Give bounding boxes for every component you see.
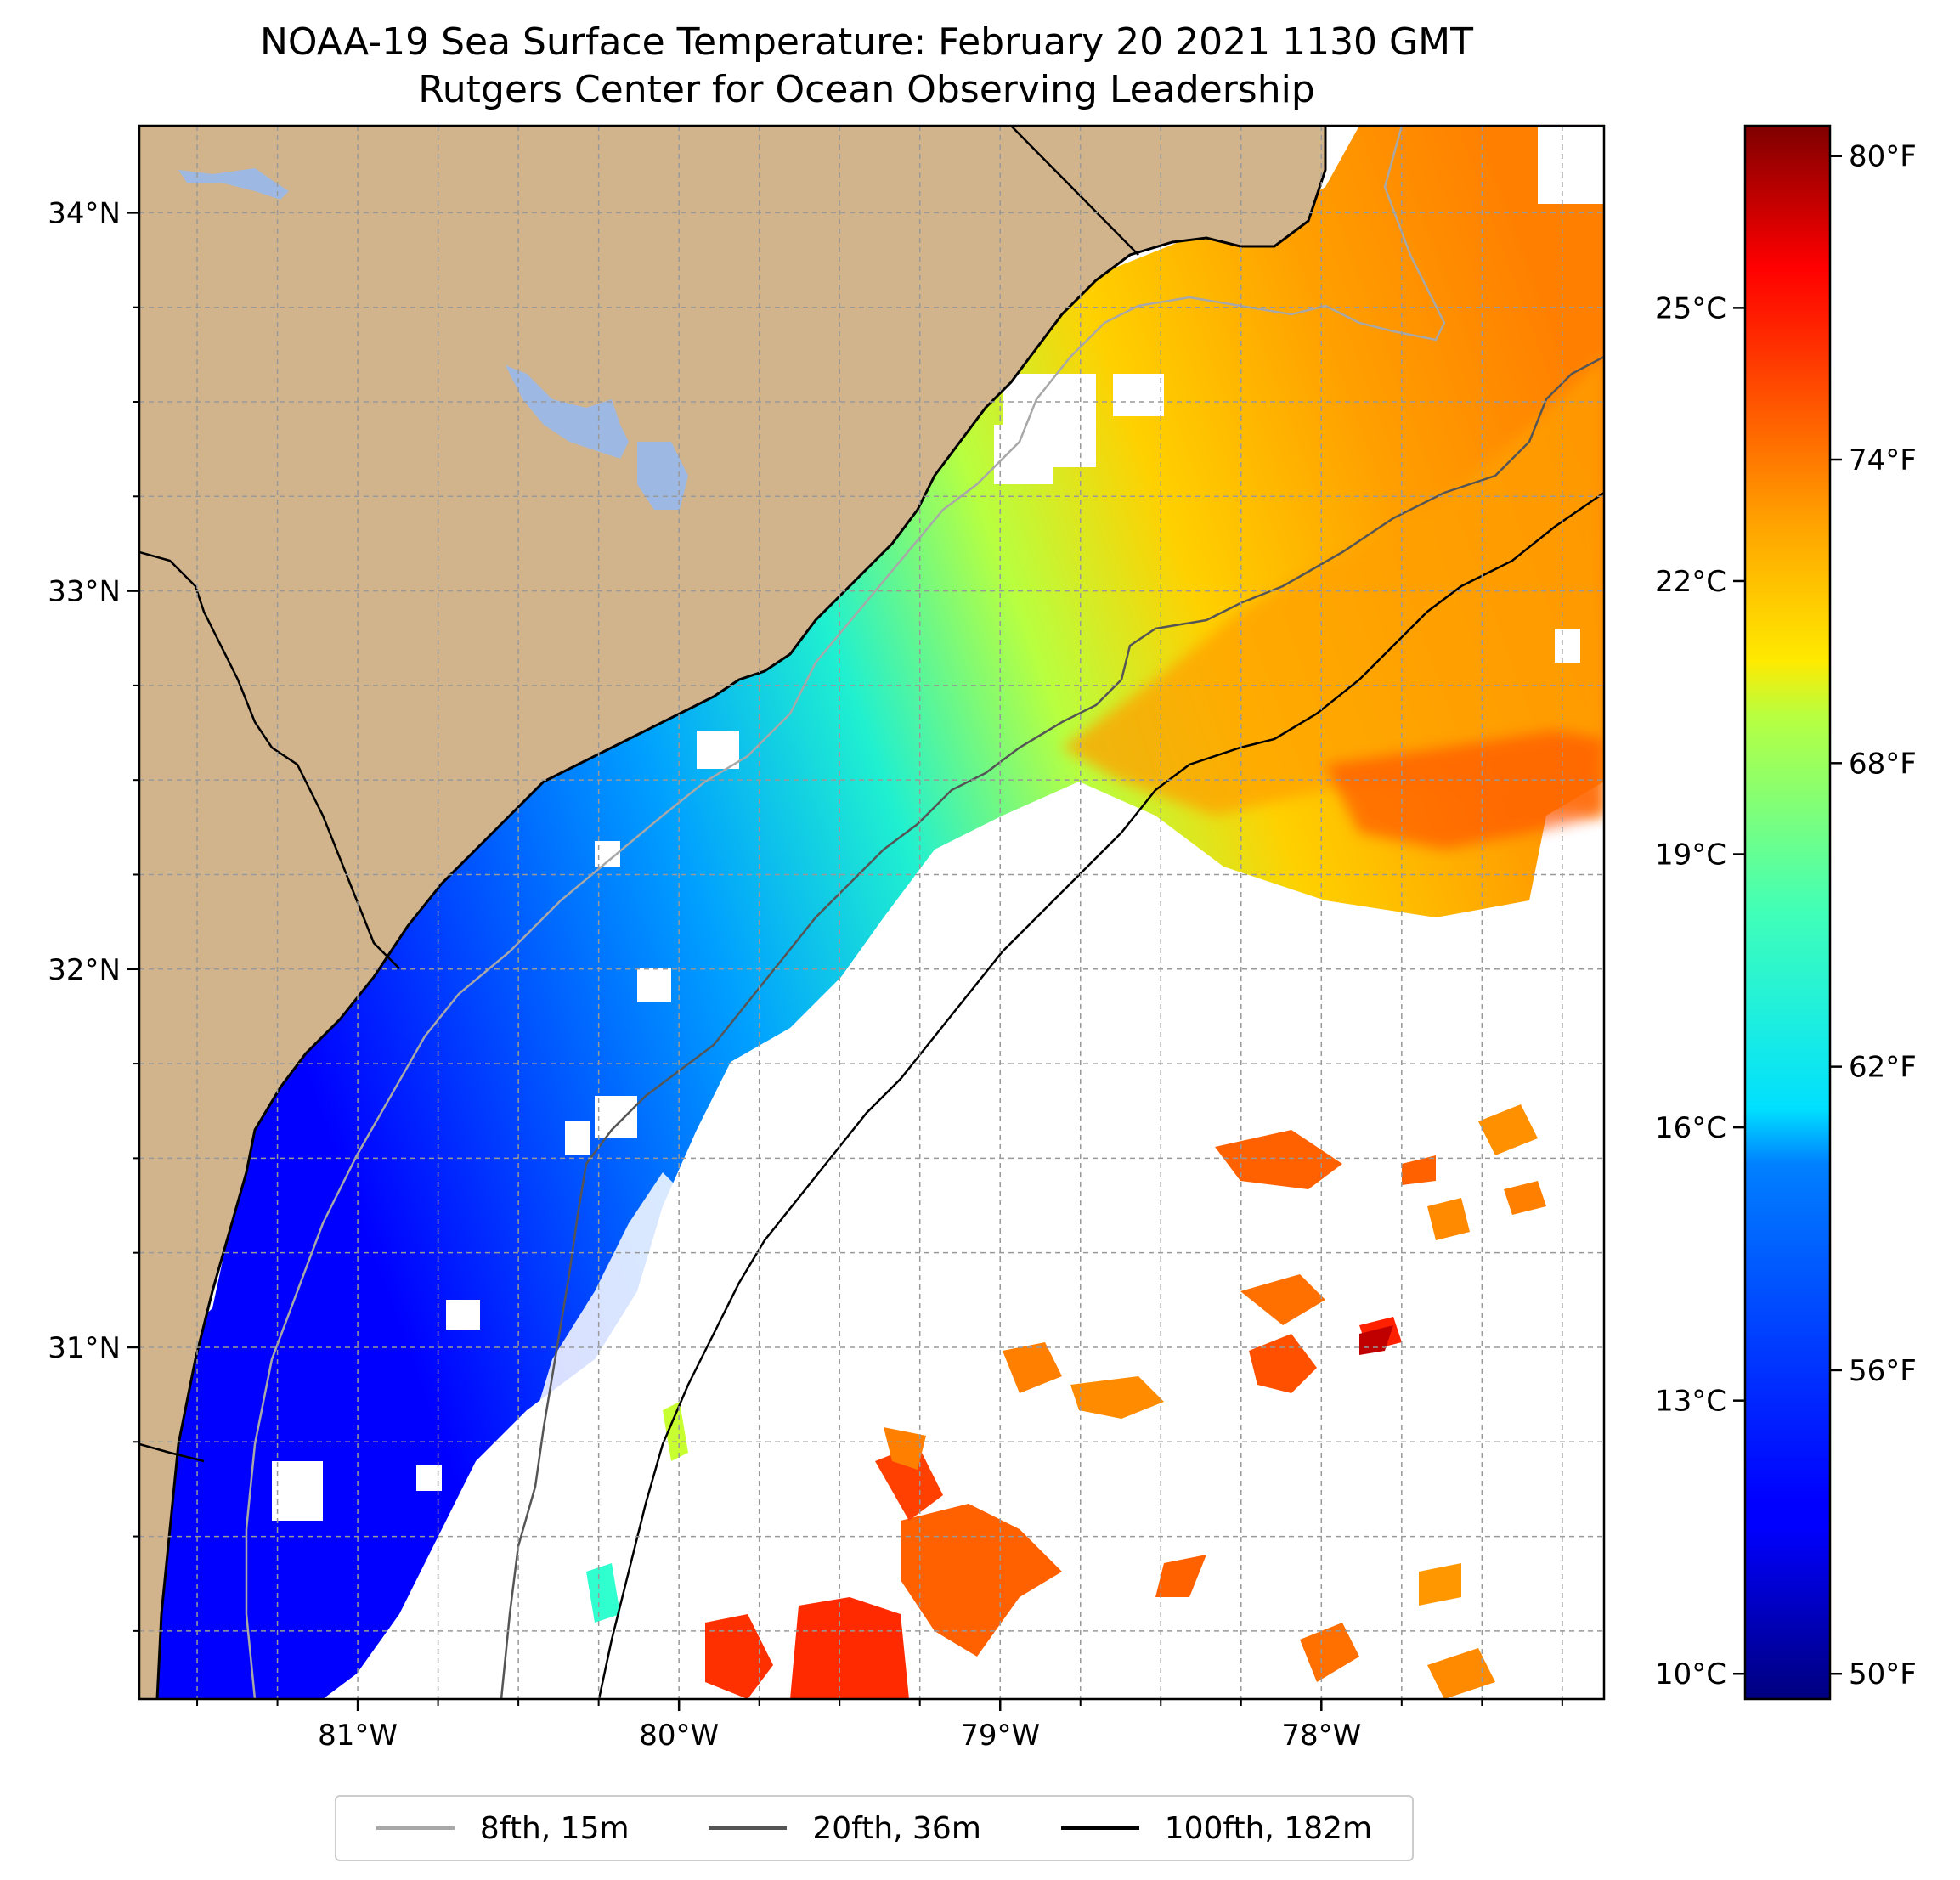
legend-item-15m: 8fth, 15m <box>376 1811 630 1846</box>
legend-item-182m: 100fth, 182m <box>1060 1810 1373 1846</box>
lon-tick-label: 78°W <box>1281 1719 1361 1753</box>
latitude-axis: 31°N 32°N 33°N 34°N <box>48 196 139 1632</box>
celsius-tick-label: 25°C <box>1655 291 1726 325</box>
state-border-ga-fl <box>139 1442 205 1463</box>
legend-swatch-36m <box>709 1826 788 1830</box>
legend-swatch-182m <box>1060 1826 1139 1830</box>
fahrenheit-tick-label: 80°F <box>1849 140 1917 174</box>
chart-title: NOAA-19 Sea Surface Temperature: Februar… <box>260 20 1473 64</box>
lake-moultrie <box>637 442 688 510</box>
isobath-36m <box>500 355 1604 1699</box>
colorbar-celsius-axis: 10°C 13°C 16°C 19°C 22°C 25°C <box>1655 291 1745 1691</box>
legend-label-36m: 20fth, 36m <box>812 1810 981 1846</box>
lat-tick-label: 32°N <box>48 953 121 987</box>
lake-north <box>178 168 289 200</box>
isobath-182m <box>597 491 1604 1699</box>
lake-marion <box>506 365 629 459</box>
colorbar <box>1743 124 1832 1701</box>
longitude-axis: 81°W 80°W 79°W 78°W <box>196 1699 1563 1753</box>
celsius-tick-label: 13°C <box>1655 1385 1726 1419</box>
gulf-stream-warm-core <box>1062 357 1604 816</box>
chart-subtitle: Rutgers Center for Ocean Observing Leade… <box>418 68 1315 111</box>
celsius-tick-label: 16°C <box>1655 1111 1726 1145</box>
fahrenheit-tick-label: 62°F <box>1849 1051 1917 1085</box>
lon-tick-label: 79°W <box>960 1719 1040 1753</box>
fahrenheit-tick-label: 68°F <box>1849 747 1917 781</box>
fahrenheit-tick-label: 50°F <box>1849 1657 1917 1691</box>
lon-tick-label: 81°W <box>318 1719 398 1753</box>
legend: 8fth, 15m 20fth, 36m 100fth, 182m <box>335 1795 1414 1861</box>
celsius-tick-label: 22°C <box>1655 565 1726 599</box>
land-mass <box>139 126 1325 1699</box>
fahrenheit-tick-label: 74°F <box>1849 443 1917 477</box>
sst-swath <box>139 126 1604 1699</box>
sst-scattered-patches <box>586 1104 1546 1699</box>
isobath-15m <box>245 126 1446 1699</box>
no-data-region-south <box>425 1172 697 1699</box>
celsius-tick-label: 19°C <box>1655 838 1726 872</box>
lat-tick-label: 33°N <box>48 575 121 609</box>
gridlines <box>139 126 1604 1699</box>
cloud-gaps <box>272 127 1604 1521</box>
legend-label-15m: 8fth, 15m <box>479 1810 630 1846</box>
lon-tick-label: 80°W <box>639 1719 719 1753</box>
fahrenheit-tick-label: 56°F <box>1849 1354 1917 1388</box>
legend-label-182m: 100fth, 182m <box>1164 1810 1373 1846</box>
lat-tick-label: 31°N <box>48 1331 121 1365</box>
lat-tick-label: 34°N <box>48 196 121 230</box>
state-border-nc-sc <box>1010 126 1139 256</box>
sst-map: 81°W 80°W 79°W 78°W 31°N 32°N 33°N 34°N 10°C 13… <box>48 124 1917 1753</box>
gulf-stream-hot-edge <box>1325 731 1604 850</box>
legend-swatch-15m <box>376 1826 455 1830</box>
legend-item-36m: 20fth, 36m <box>709 1811 981 1846</box>
colorbar-fahrenheit-axis: 50°F 56°F 62°F 68°F 74°F 80°F <box>1830 140 1917 1691</box>
celsius-tick-label: 10°C <box>1655 1657 1726 1691</box>
coastline <box>155 126 1327 1699</box>
map-frame <box>138 124 1606 1701</box>
